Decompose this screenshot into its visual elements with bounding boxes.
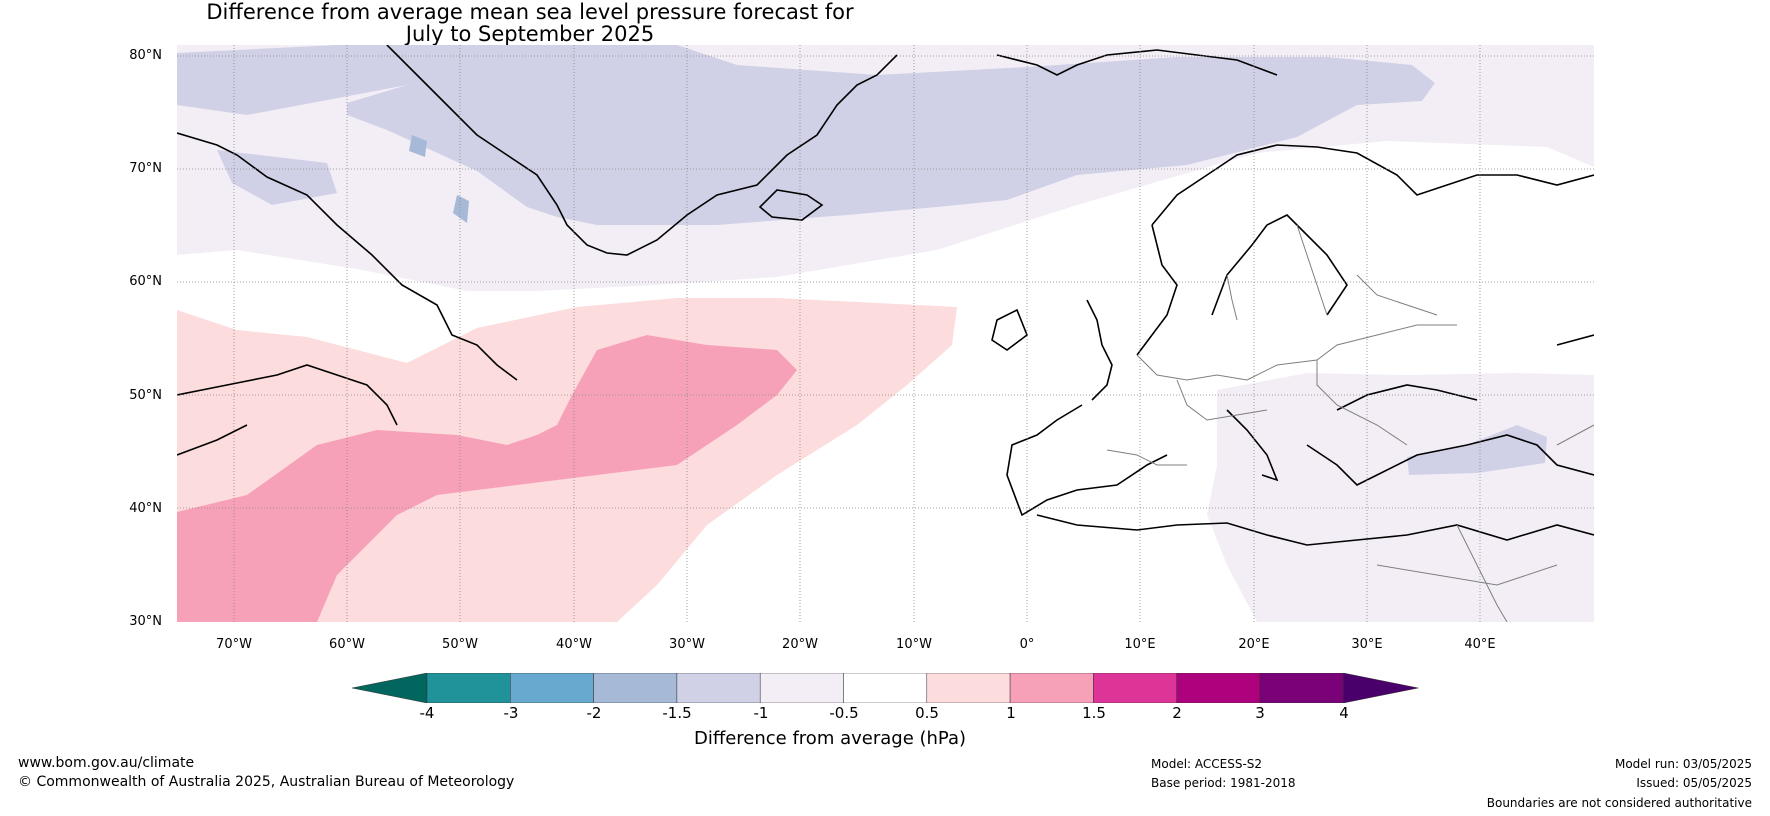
- lon-label-60w: 60°W: [329, 637, 365, 652]
- colorbar-tick-minus-3: -3: [503, 704, 519, 722]
- footer-model: Model: ACCESS-S2: [1151, 757, 1263, 771]
- lon-label-40w: 40°W: [556, 637, 592, 652]
- lon-label-20e: 20°E: [1238, 637, 1270, 652]
- lon-label-20w: 20°W: [782, 637, 818, 652]
- country-borders: [1106, 224, 1594, 622]
- colorbar-segment: [1009, 673, 1094, 703]
- colorbar-tick-minus-0-5: -0.5: [829, 704, 859, 722]
- colorbar-tick-2: 2: [1172, 704, 1182, 722]
- colorbar-segment: [759, 673, 844, 703]
- colorbar-tick-minus-1-5: -1.5: [662, 704, 692, 722]
- footer-base-period: Base period: 1981-2018: [1151, 776, 1296, 790]
- colorbar-tick-minus-4: -4: [419, 704, 435, 722]
- footer-model-run: Model run: 03/05/2025: [1614, 757, 1752, 771]
- lat-label-60n: 60°N: [129, 274, 162, 289]
- colorbar-segment: [1176, 673, 1261, 703]
- colorbar-segment: [1259, 673, 1344, 703]
- colorbar-segment: [593, 673, 678, 703]
- colorbar-segment: [1093, 673, 1177, 703]
- footer-website: www.bom.gov.au/climate: [18, 755, 195, 771]
- lon-label-50w: 50°W: [442, 637, 478, 652]
- lat-label-30n: 30°N: [129, 614, 162, 629]
- lon-label-30w: 30°W: [669, 637, 705, 652]
- lat-label-50n: 50°N: [129, 388, 162, 403]
- map-canvas: [177, 45, 1594, 622]
- map-gridlines: [177, 45, 1594, 622]
- lon-label-30e: 30°E: [1351, 637, 1383, 652]
- colorbar-segment: [426, 673, 511, 703]
- colorbar-tick-1: 1: [1006, 704, 1016, 722]
- lon-label-10e: 10°E: [1124, 637, 1156, 652]
- colorbar-tick-minus-2: -2: [586, 704, 602, 722]
- lon-label-70w: 70°W: [216, 637, 252, 652]
- pressure-anomaly-map: [177, 45, 1594, 622]
- colorbar: [352, 673, 1419, 703]
- lat-label-40n: 40°N: [129, 501, 162, 516]
- anomaly-region-plus-1: [177, 335, 797, 622]
- coastlines: [177, 45, 1594, 546]
- colorbar-tick-3: 3: [1255, 704, 1265, 722]
- lon-label-40e: 40°E: [1464, 637, 1496, 652]
- colorbar-extend-high: [1343, 673, 1419, 703]
- lat-label-70n: 70°N: [129, 161, 162, 176]
- lon-label-10w: 10°W: [896, 637, 932, 652]
- anomaly-region-minus-1-5-greenland: [177, 45, 1435, 225]
- anomaly-region-minus-2-b: [453, 195, 469, 223]
- colorbar-extend-low: [352, 673, 428, 703]
- chart-title-line-1: Difference from average mean sea level p…: [206, 0, 854, 24]
- colorbar-tick-minus-1: -1: [753, 704, 769, 722]
- colorbar-tick-1-5: 1.5: [1082, 704, 1106, 722]
- footer-issued: Issued: 05/05/2025: [1636, 776, 1752, 790]
- footer-disclaimer: Boundaries are not considered authoritat…: [1486, 796, 1752, 810]
- lat-label-80n: 80°N: [129, 48, 162, 63]
- chart-title-line-2: July to September 2025: [405, 22, 655, 46]
- anomaly-region-minus-1-5-west: [217, 150, 337, 205]
- colorbar-label: Difference from average (hPa): [693, 728, 967, 749]
- colorbar-segment: [843, 673, 928, 703]
- colorbar-segment: [676, 673, 761, 703]
- colorbar-segment: [926, 673, 1011, 703]
- colorbar-tick-4: 4: [1339, 704, 1349, 722]
- footer-copyright: © Commonwealth of Australia 2025, Austra…: [18, 774, 515, 790]
- colorbar-tick-0-5: 0.5: [915, 704, 939, 722]
- lon-label-0: 0°: [1019, 637, 1035, 652]
- colorbar-segment: [510, 673, 594, 703]
- anomaly-region-minus-2-a: [409, 135, 427, 157]
